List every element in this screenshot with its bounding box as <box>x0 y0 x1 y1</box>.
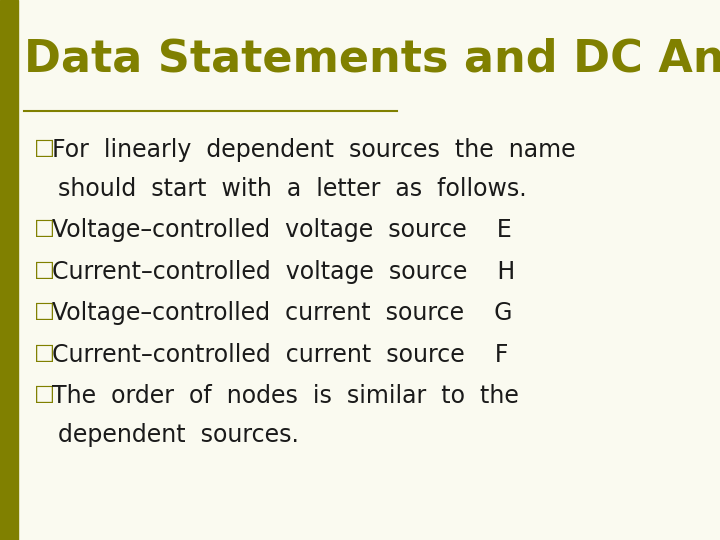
Text: should  start  with  a  letter  as  follows.: should start with a letter as follows. <box>58 177 527 200</box>
Text: dependent  sources.: dependent sources. <box>58 423 299 447</box>
Text: □: □ <box>34 260 55 280</box>
Text: □: □ <box>34 384 55 404</box>
Text: □: □ <box>34 218 55 238</box>
Text: □: □ <box>34 343 55 363</box>
Text: Voltage–controlled  voltage  source    E: Voltage–controlled voltage source E <box>52 218 512 242</box>
Text: □: □ <box>34 301 55 321</box>
FancyBboxPatch shape <box>0 0 18 540</box>
Text: Current–controlled  voltage  source    H: Current–controlled voltage source H <box>52 260 516 284</box>
Text: Data Statements and DC Analysis: Data Statements and DC Analysis <box>24 38 720 81</box>
Text: Voltage–controlled  current  source    G: Voltage–controlled current source G <box>52 301 513 325</box>
Text: Current–controlled  current  source    F: Current–controlled current source F <box>52 343 508 367</box>
Text: The  order  of  nodes  is  similar  to  the: The order of nodes is similar to the <box>52 384 519 408</box>
Text: □: □ <box>34 138 55 158</box>
Text: For  linearly  dependent  sources  the  name: For linearly dependent sources the name <box>52 138 576 161</box>
